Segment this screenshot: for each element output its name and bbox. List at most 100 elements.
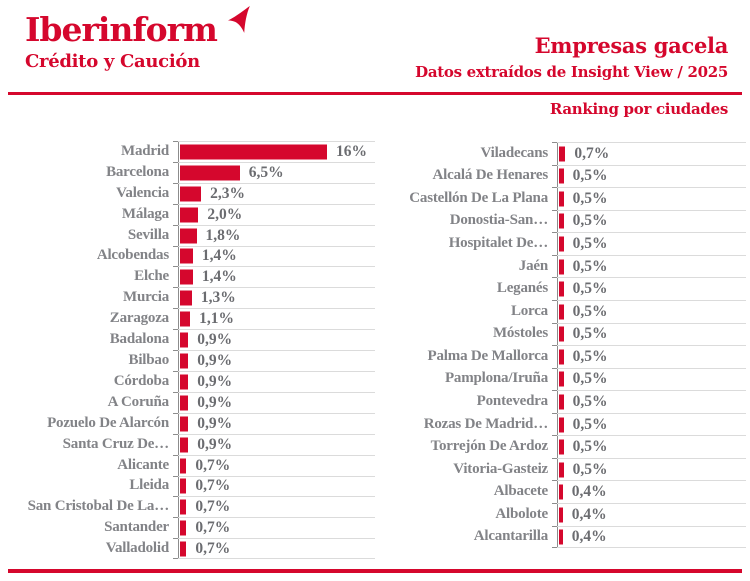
chart-row: A Coruña 0,9% (10, 391, 375, 413)
value-label: 0,9% (197, 352, 233, 370)
bar-track: 1,1% (173, 308, 375, 329)
chart-row: Barcelona 6,5% (10, 161, 375, 183)
bar-track: 16% (173, 141, 375, 162)
city-label: Pozuelo De Alarcón (47, 414, 169, 431)
bar-track: 0,9% (173, 412, 375, 434)
chart-row: Bilbao 0,9% (10, 350, 375, 371)
bar (180, 290, 192, 306)
value-label: 0,5% (572, 347, 608, 365)
chart-row: Alicante 0,7% (10, 454, 375, 476)
bar (559, 371, 564, 387)
city-label: Castellón De La Plana (409, 189, 548, 206)
bar-track: 0,5% (552, 254, 746, 278)
bar (180, 478, 187, 494)
value-label: 0,5% (572, 189, 608, 207)
bar-track: 2,0% (173, 203, 375, 225)
bar (180, 353, 189, 369)
value-label: 0,7% (195, 456, 231, 474)
bar (180, 144, 327, 160)
city-bar-chart-right: Viladecans 0,7% Alcalá De Henares 0,5% Caste… (378, 142, 746, 549)
bar-track: 0,4% (552, 503, 746, 526)
bar (559, 146, 566, 162)
chart-row: San Cristobal De La… 0,7% (10, 496, 375, 517)
chart-row: Santander 0,7% (10, 517, 375, 538)
bar (180, 520, 187, 536)
city-label: Viladecans (480, 144, 549, 161)
value-label: 0,7% (574, 144, 610, 162)
city-label: Málaga (121, 205, 169, 222)
value-label: 1,3% (200, 289, 236, 307)
city-label: Alcobendas (96, 247, 169, 264)
value-label: 0,5% (572, 392, 608, 410)
city-label: Santa Cruz De… (62, 435, 170, 452)
bar (180, 395, 189, 411)
chart-row: Santa Cruz De… 0,9% (10, 433, 375, 455)
city-label: Lorca (510, 302, 548, 319)
bar (559, 507, 563, 523)
chart-row: Viladecans 0,7% (378, 142, 746, 165)
brand-logo: Iberinform Crédito y Caución (25, 6, 250, 73)
bar-track: 0,5% (552, 457, 746, 481)
value-label: 0,5% (572, 415, 608, 433)
bar (559, 394, 564, 410)
bar (559, 168, 564, 184)
city-label: Donostia-San… (449, 212, 548, 229)
chart-row: Alcalá De Henares 0,5% (378, 164, 746, 188)
chart-row: Vitoria-Gasteiz 0,5% (378, 457, 746, 481)
city-label: Lleida (129, 477, 169, 494)
chart-row: Valladolid 0,7% (10, 538, 375, 560)
city-label: Rozas De Madrid… (423, 415, 548, 432)
chart-row: Torrejón De Ardoz 0,5% (378, 435, 746, 458)
value-label: 0,4% (571, 505, 607, 523)
value-label: 0,4% (571, 483, 607, 501)
value-label: 0,7% (195, 477, 231, 495)
bar (559, 529, 563, 545)
value-label: 0,5% (572, 167, 608, 185)
value-label: 0,5% (572, 370, 608, 388)
bar (559, 259, 564, 275)
city-label: Alcantarilla (473, 528, 548, 545)
bar (559, 304, 564, 320)
bar (180, 332, 189, 348)
chart-row: Alcobendas 1,4% (10, 245, 375, 267)
bar (559, 191, 564, 207)
bar (180, 207, 199, 223)
chart-row: Albacete 0,4% (378, 480, 746, 503)
city-label: A Coruña (107, 393, 170, 410)
chart-row: Donostia-San… 0,5% (378, 209, 746, 233)
bar-track: 0,5% (552, 299, 746, 323)
city-label: Móstoles (492, 325, 548, 342)
chart-row: Leganés 0,5% (378, 277, 746, 300)
city-label: Hospitalet De… (448, 235, 548, 252)
value-label: 0,7% (195, 519, 231, 537)
bar-track: 0,9% (173, 370, 375, 392)
city-label: Murcia (122, 289, 169, 306)
chart-row: Alcantarilla 0,4% (378, 525, 746, 549)
value-label: 0,4% (571, 527, 607, 545)
value-label: 0,9% (197, 372, 233, 390)
city-label: Badalona (109, 331, 169, 348)
bar-track: 0,5% (552, 435, 746, 458)
bar-track: 0,7% (173, 454, 375, 476)
chart-row: Pontevedra 0,5% (378, 390, 746, 413)
bar-track: 0,5% (552, 390, 746, 413)
category-axis-line (557, 142, 558, 548)
bar-track: 1,4% (173, 266, 375, 287)
chart-row: Málaga 2,0% (10, 203, 375, 225)
city-label: Vitoria-Gasteiz (453, 460, 548, 477)
value-label: 1,1% (199, 310, 234, 328)
city-label: Pamplona/Iruña (444, 370, 548, 387)
chart-row: Murcia 1,3% (10, 287, 375, 308)
value-label: 0,5% (572, 438, 608, 456)
city-label: Córdoba (113, 372, 169, 389)
category-axis-line (178, 141, 179, 559)
chart-row: Móstoles 0,5% (378, 322, 746, 346)
city-label: Albolote (495, 505, 548, 522)
bar (180, 228, 197, 244)
city-label: Sevilla (127, 226, 169, 243)
bar-track: 0,5% (552, 322, 746, 346)
chart-row: Hospitalet De… 0,5% (378, 232, 746, 255)
logo-tagline: Crédito y Caución (25, 51, 200, 73)
header-divider-rule (8, 92, 742, 95)
